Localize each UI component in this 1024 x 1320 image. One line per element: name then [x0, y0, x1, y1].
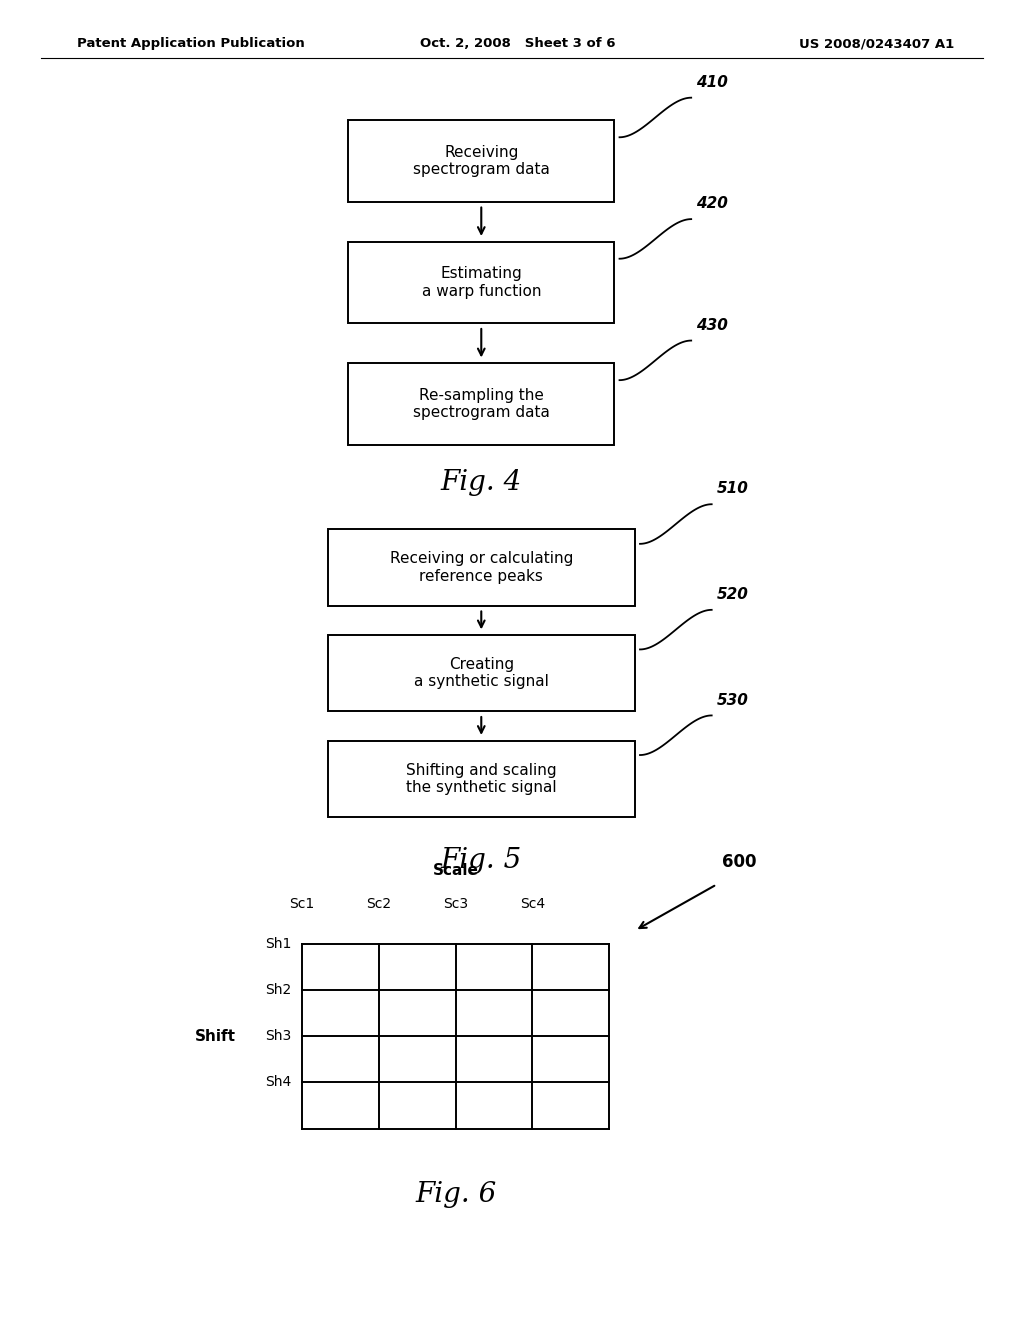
Text: 430: 430 [696, 318, 728, 333]
Text: Estimating
a warp function: Estimating a warp function [422, 267, 541, 298]
Text: Scale: Scale [433, 863, 478, 878]
Text: US 2008/0243407 A1: US 2008/0243407 A1 [799, 37, 954, 50]
Text: Oct. 2, 2008   Sheet 3 of 6: Oct. 2, 2008 Sheet 3 of 6 [420, 37, 615, 50]
Text: Fig. 4: Fig. 4 [440, 469, 522, 495]
Text: Sh1: Sh1 [265, 937, 292, 950]
Text: 530: 530 [717, 693, 749, 708]
Text: Receiving
spectrogram data: Receiving spectrogram data [413, 145, 550, 177]
Text: Sc2: Sc2 [367, 896, 391, 911]
FancyBboxPatch shape [328, 529, 635, 606]
Text: Receiving or calculating
reference peaks: Receiving or calculating reference peaks [389, 552, 573, 583]
Text: Creating
a synthetic signal: Creating a synthetic signal [414, 657, 549, 689]
Text: 410: 410 [696, 75, 728, 90]
Text: Fig. 6: Fig. 6 [415, 1181, 497, 1208]
FancyBboxPatch shape [348, 120, 614, 202]
Text: Shifting and scaling
the synthetic signal: Shifting and scaling the synthetic signa… [406, 763, 557, 795]
Text: Sc3: Sc3 [443, 896, 468, 911]
Text: Patent Application Publication: Patent Application Publication [77, 37, 304, 50]
Text: 420: 420 [696, 197, 728, 211]
Text: Shift: Shift [195, 1028, 236, 1044]
Text: Sh4: Sh4 [265, 1076, 292, 1089]
FancyBboxPatch shape [348, 242, 614, 323]
FancyBboxPatch shape [328, 741, 635, 817]
FancyBboxPatch shape [348, 363, 614, 445]
Text: Re-sampling the
spectrogram data: Re-sampling the spectrogram data [413, 388, 550, 420]
Text: Sh2: Sh2 [265, 983, 292, 997]
Text: Sh3: Sh3 [265, 1030, 292, 1043]
Text: Sc4: Sc4 [520, 896, 545, 911]
Text: 600: 600 [722, 853, 757, 871]
Text: 510: 510 [717, 482, 749, 496]
Text: Fig. 5: Fig. 5 [440, 847, 522, 874]
FancyBboxPatch shape [328, 635, 635, 711]
Text: 520: 520 [717, 587, 749, 602]
Text: Sc1: Sc1 [290, 896, 314, 911]
